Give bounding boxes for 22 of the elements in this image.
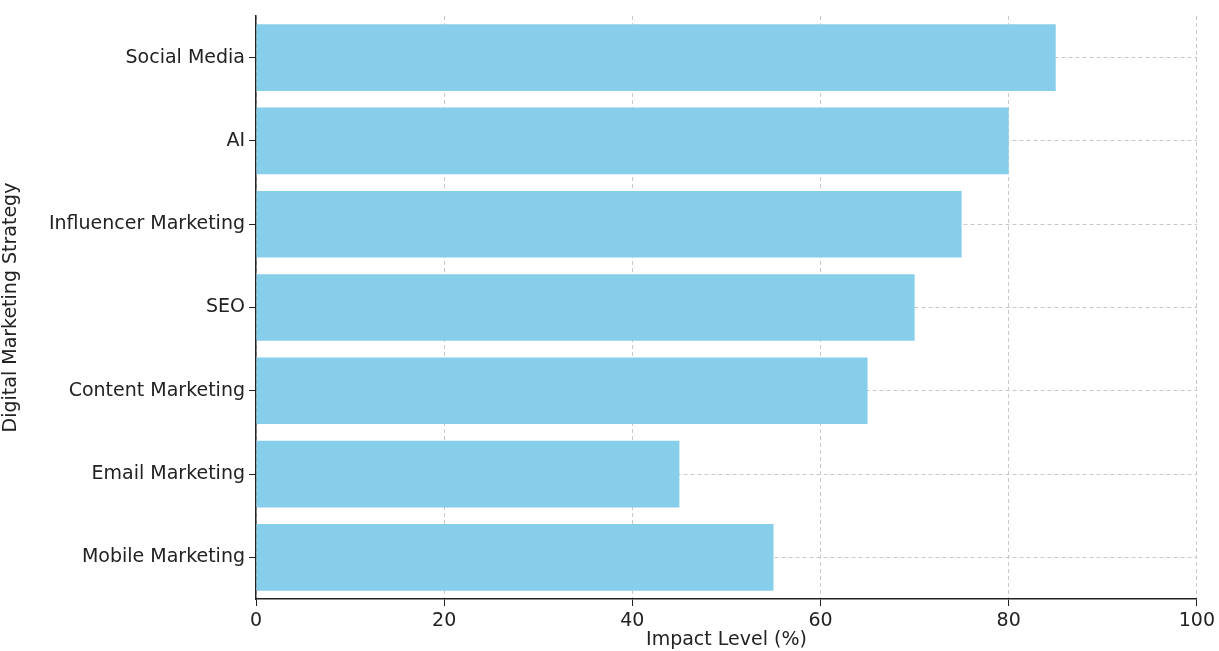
bar <box>256 190 962 258</box>
y-tick-label: Email Marketing <box>91 461 245 484</box>
bar <box>256 357 868 425</box>
bar <box>256 107 1009 175</box>
x-tick-label: 80 <box>996 608 1021 631</box>
bar <box>256 274 915 341</box>
x-tick-label: 60 <box>808 608 833 631</box>
x-tick-label: 40 <box>620 608 645 631</box>
y-tick-label: Mobile Marketing <box>81 544 245 567</box>
y-tick-label: Influencer Marketing <box>48 211 245 234</box>
x-axis-title: Impact Level (%) <box>646 626 807 649</box>
y-tick-label: Content Marketing <box>68 377 245 400</box>
bar <box>256 524 774 591</box>
x-tick-label: 0 <box>249 608 263 631</box>
y-axis-title: Digital Marketing Strategy <box>0 182 21 433</box>
bar <box>256 440 680 508</box>
x-tick-label: 20 <box>432 608 457 631</box>
y-tick-label: Social Media <box>125 44 245 67</box>
x-tick-label: 100 <box>1178 608 1215 631</box>
y-tick-label: SEO <box>205 294 245 317</box>
y-tick-label: AI <box>226 127 245 150</box>
bar <box>256 24 1056 91</box>
